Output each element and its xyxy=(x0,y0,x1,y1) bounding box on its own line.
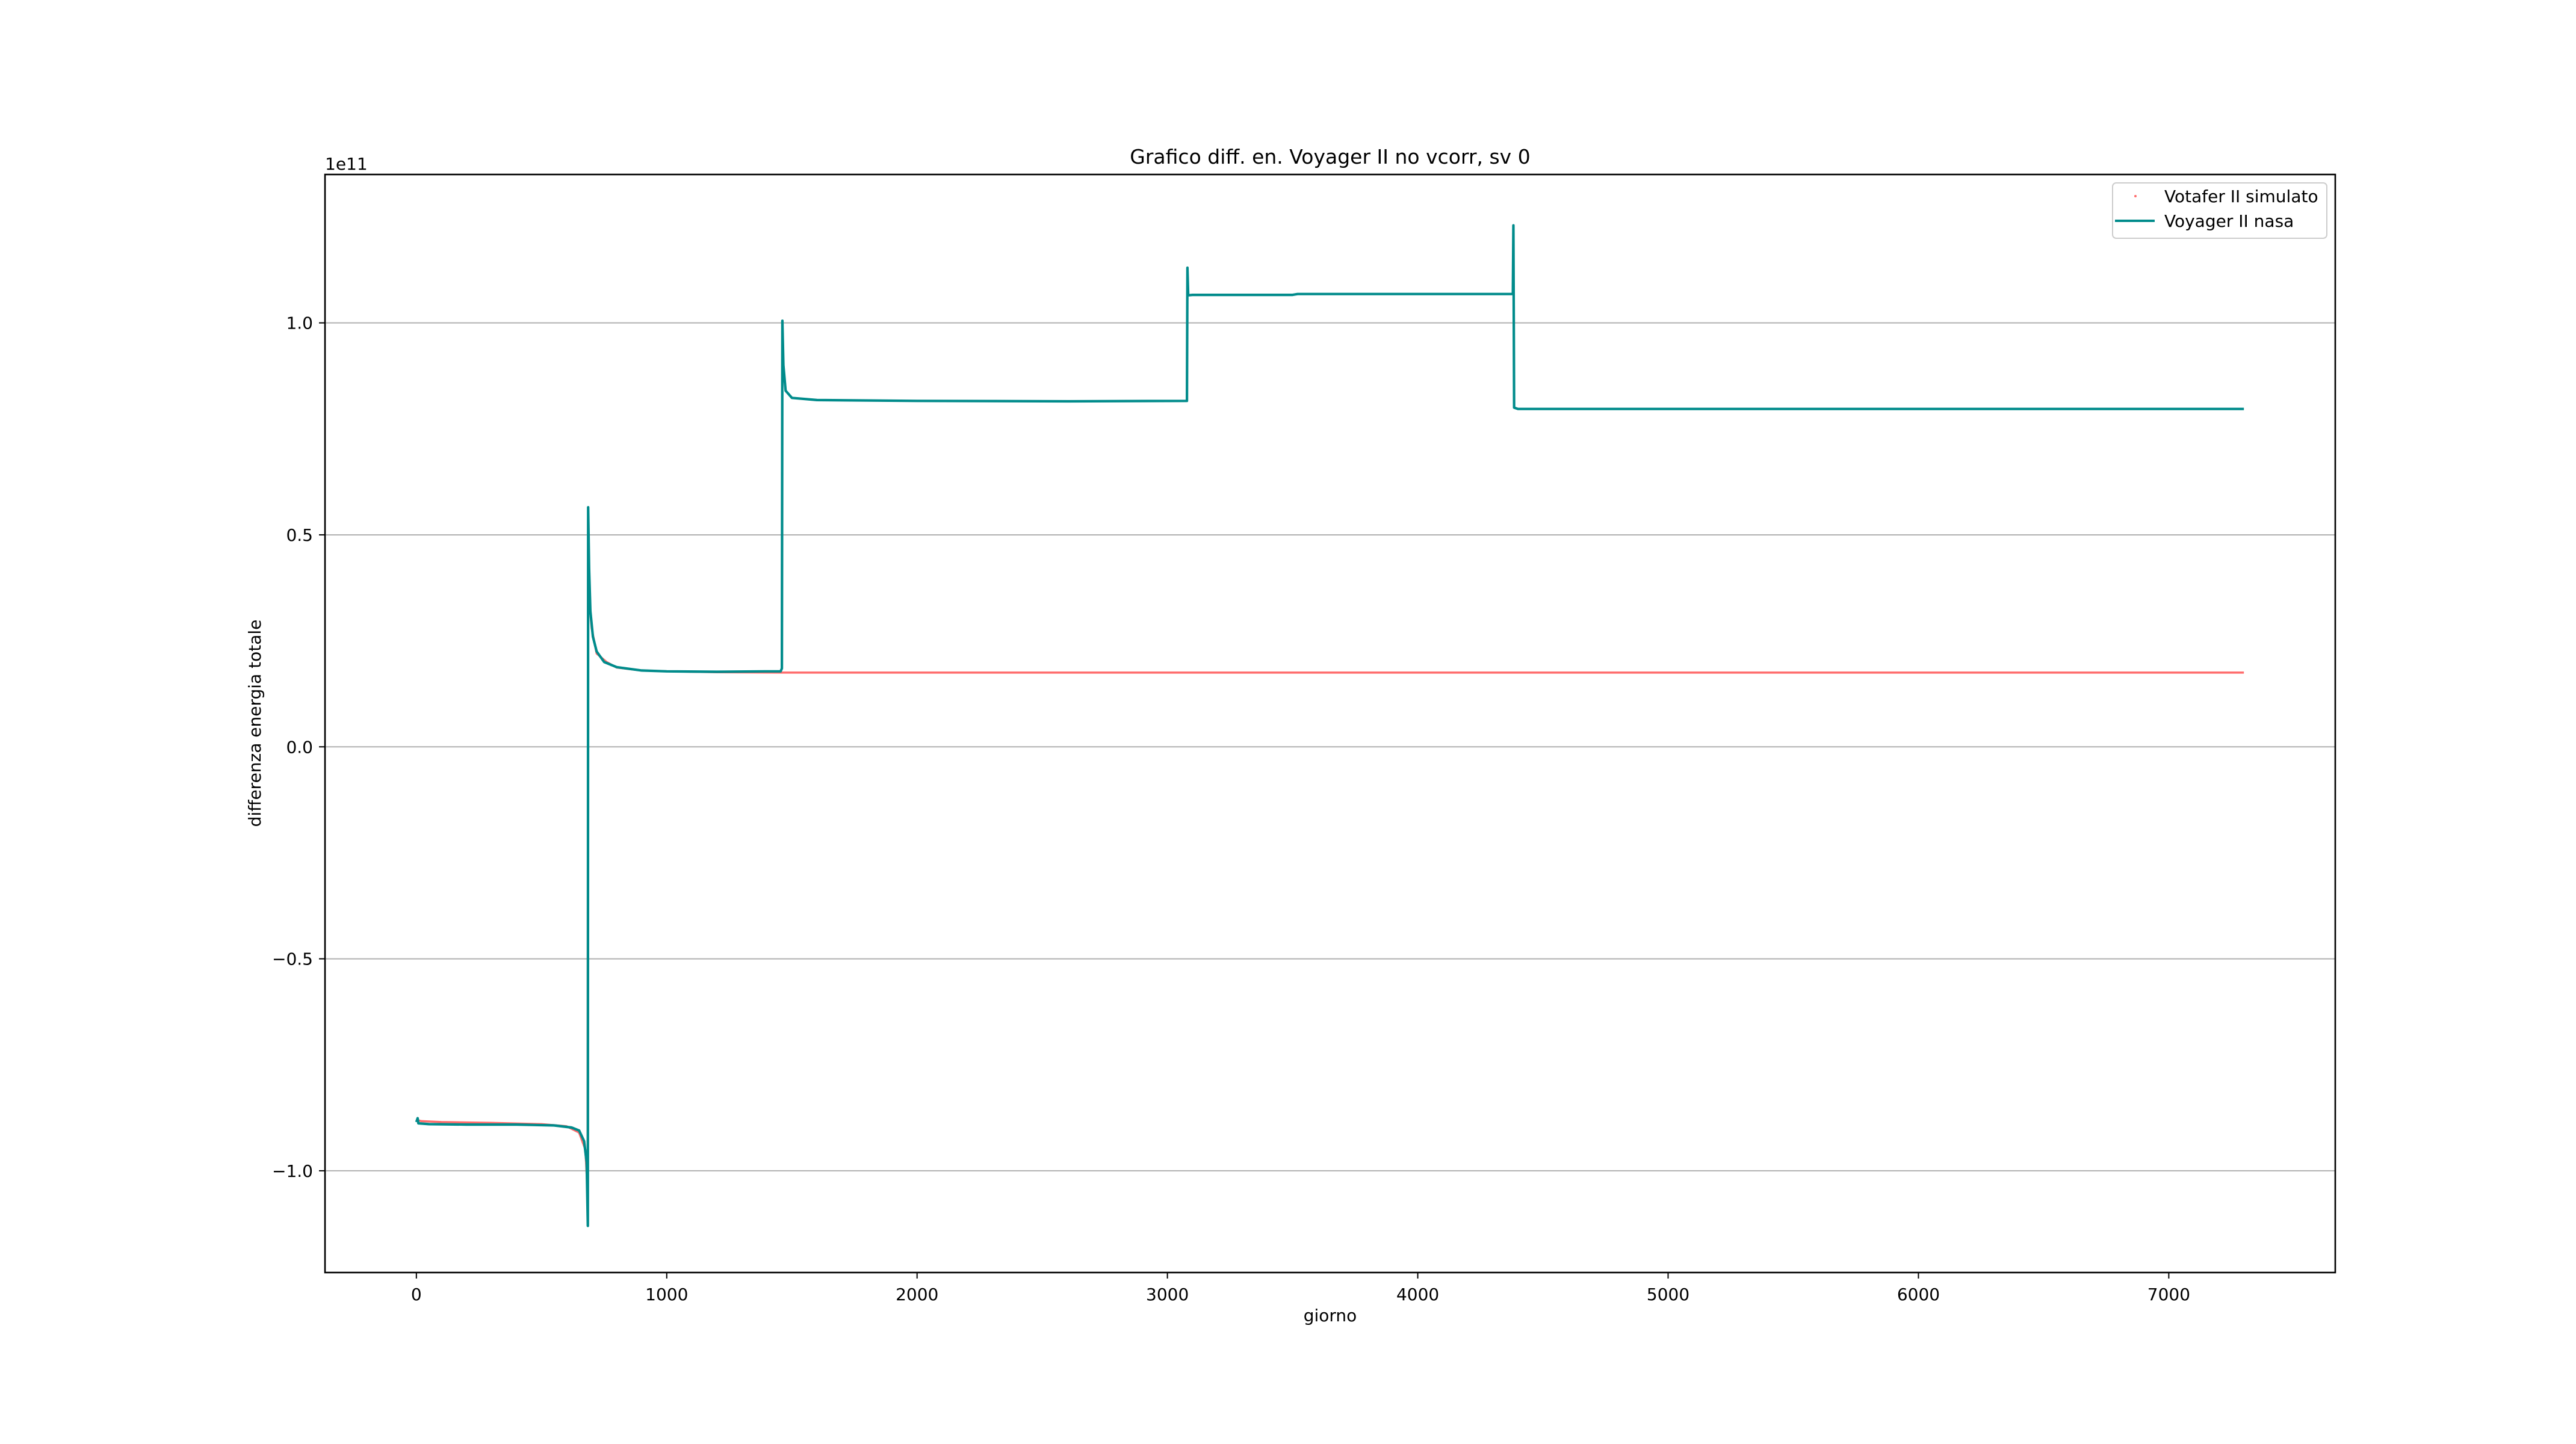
tick-layer: −1.0 −0.5 0.0 0.5 1.0 0 1000 2000 3000 4000 5000 60… xyxy=(272,313,2190,1304)
legend-marker-simulato xyxy=(2134,195,2137,197)
x-tick-label-4: 4000 xyxy=(1396,1285,1439,1304)
x-tick-label-7: 7000 xyxy=(2147,1285,2190,1304)
legend-label-simulato: Votafer II simulato xyxy=(2164,187,2318,206)
legend-label-nasa: Voyager II nasa xyxy=(2164,211,2294,231)
y-offset-label: 1e11 xyxy=(325,154,368,174)
y-tick-label-2: 0.0 xyxy=(286,737,313,757)
grid-layer xyxy=(325,322,2335,1171)
x-tick-label-6: 6000 xyxy=(1897,1285,1940,1304)
x-tick-label-5: 5000 xyxy=(1647,1285,1689,1304)
legend-box xyxy=(2112,182,2327,239)
y-tick-label-0: −1.0 xyxy=(272,1161,313,1181)
x-axis-label: giorno xyxy=(1304,1306,1357,1325)
x-tick-label-3: 3000 xyxy=(1146,1285,1189,1304)
y-tick-label-1: −0.5 xyxy=(272,949,313,969)
x-tick-label-0: 0 xyxy=(411,1285,422,1304)
x-tick-label-2: 2000 xyxy=(896,1285,938,1304)
series-nasa-line xyxy=(415,224,2244,1227)
y-axis-label: differenza energia totale xyxy=(245,620,265,827)
plot-frame xyxy=(324,173,2336,1274)
y-tick-label-4: 1.0 xyxy=(286,313,313,333)
y-tick-label-3: 0.5 xyxy=(286,525,313,545)
x-tick-label-1: 1000 xyxy=(645,1285,688,1304)
chart-title: Grafico diff. en. Voyager II no vcorr, s… xyxy=(1130,145,1530,168)
series-layer xyxy=(415,224,2244,1227)
legend: Votafer II simulato Voyager II nasa xyxy=(2112,182,2327,239)
